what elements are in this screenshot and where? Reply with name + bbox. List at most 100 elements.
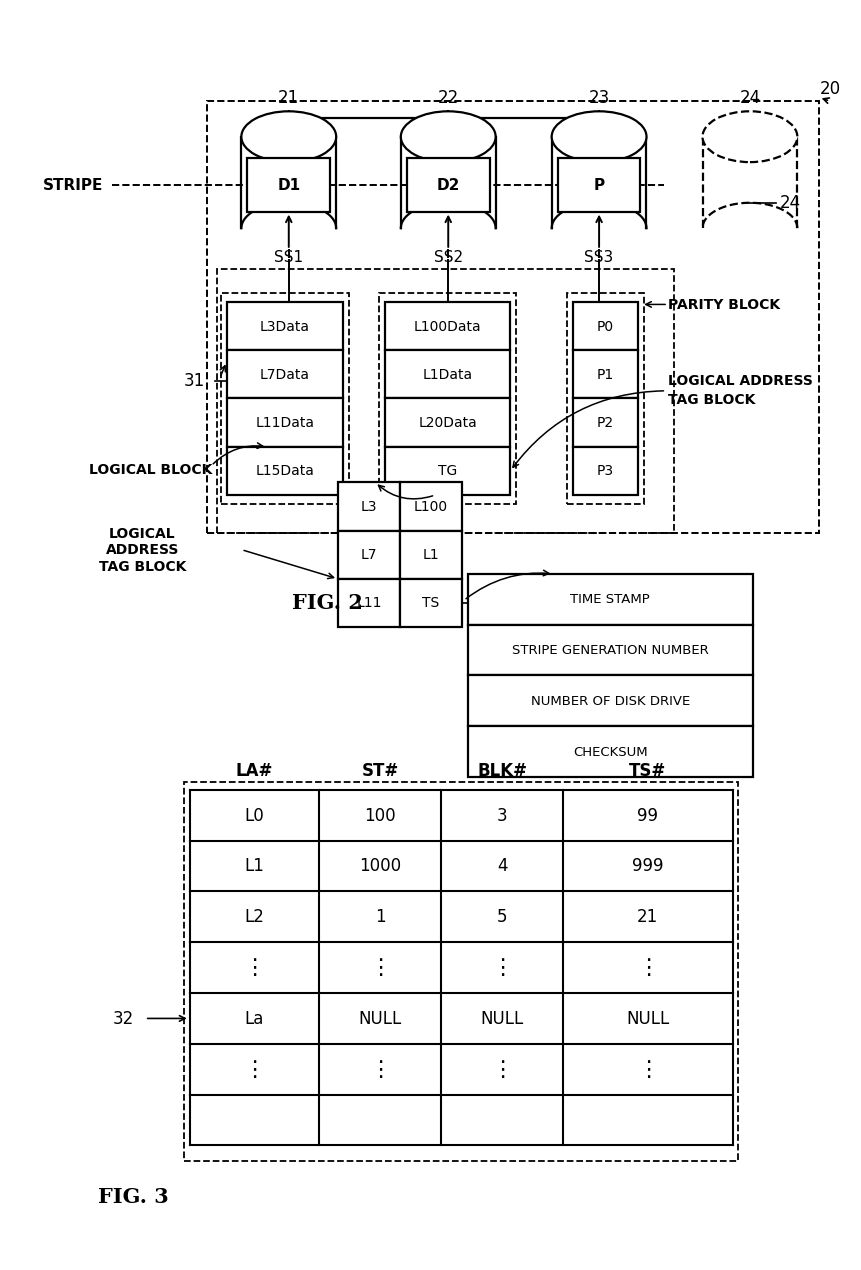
Text: 24: 24 bbox=[779, 194, 801, 212]
Bar bbox=[379, 293, 516, 504]
Text: L7: L7 bbox=[360, 547, 377, 563]
Text: SS2: SS2 bbox=[433, 250, 462, 265]
Text: BLK#: BLK# bbox=[476, 762, 527, 780]
Bar bbox=[468, 574, 752, 625]
Bar bbox=[573, 447, 637, 495]
Bar bbox=[247, 159, 330, 212]
Text: ADDRESS: ADDRESS bbox=[105, 542, 179, 558]
Bar bbox=[567, 293, 643, 504]
Text: 24: 24 bbox=[739, 89, 759, 107]
Text: L20Data: L20Data bbox=[418, 415, 477, 431]
Text: L100: L100 bbox=[413, 499, 448, 514]
Text: L1: L1 bbox=[422, 547, 439, 563]
Bar bbox=[226, 399, 343, 447]
Text: ST#: ST# bbox=[361, 762, 399, 780]
Bar bbox=[338, 531, 400, 579]
Ellipse shape bbox=[551, 112, 646, 163]
Text: TAG BLOCK: TAG BLOCK bbox=[667, 392, 754, 408]
Text: 999: 999 bbox=[631, 857, 663, 875]
Text: L1: L1 bbox=[244, 857, 264, 875]
Text: ⋮: ⋮ bbox=[243, 1059, 265, 1080]
Text: ⋮: ⋮ bbox=[491, 1059, 512, 1080]
Text: La: La bbox=[245, 1010, 263, 1027]
Text: P3: P3 bbox=[597, 464, 613, 479]
Bar bbox=[226, 302, 343, 351]
Text: LA#: LA# bbox=[235, 762, 273, 780]
Bar bbox=[573, 302, 637, 351]
Text: 31: 31 bbox=[183, 372, 205, 390]
Text: 21: 21 bbox=[636, 908, 658, 926]
Bar bbox=[468, 625, 752, 676]
Text: NULL: NULL bbox=[480, 1010, 523, 1027]
Bar bbox=[385, 399, 510, 447]
Bar bbox=[400, 579, 461, 627]
Bar bbox=[406, 159, 489, 212]
Bar bbox=[338, 579, 400, 627]
Text: 99: 99 bbox=[636, 806, 658, 824]
Text: STRIPE GENERATION NUMBER: STRIPE GENERATION NUMBER bbox=[511, 644, 708, 657]
Bar bbox=[400, 483, 461, 531]
Text: P1: P1 bbox=[596, 367, 614, 382]
Ellipse shape bbox=[400, 112, 495, 163]
Bar bbox=[385, 447, 510, 495]
Bar bbox=[217, 269, 673, 533]
Text: ⋮: ⋮ bbox=[636, 1059, 658, 1080]
Text: 5: 5 bbox=[496, 908, 507, 926]
Bar bbox=[385, 351, 510, 399]
Text: 20: 20 bbox=[819, 80, 839, 98]
Text: FIG. 3: FIG. 3 bbox=[98, 1186, 169, 1206]
Text: 32: 32 bbox=[112, 1010, 133, 1027]
Text: TIME STAMP: TIME STAMP bbox=[570, 593, 649, 606]
Text: ⋮: ⋮ bbox=[243, 958, 265, 978]
Bar bbox=[557, 159, 640, 212]
Ellipse shape bbox=[702, 112, 796, 163]
Text: NUMBER OF DISK DRIVE: NUMBER OF DISK DRIVE bbox=[530, 695, 689, 707]
Ellipse shape bbox=[241, 112, 336, 163]
Text: ⋮: ⋮ bbox=[369, 1059, 391, 1080]
Text: LOGICAL: LOGICAL bbox=[108, 526, 176, 541]
Text: SS3: SS3 bbox=[584, 250, 613, 265]
Text: 21: 21 bbox=[278, 89, 299, 107]
Text: CHECKSUM: CHECKSUM bbox=[573, 745, 647, 758]
Text: 1000: 1000 bbox=[359, 857, 400, 875]
Text: ⋮: ⋮ bbox=[491, 958, 512, 978]
Bar bbox=[385, 302, 510, 351]
Text: LOGICAL BLOCK: LOGICAL BLOCK bbox=[89, 462, 213, 478]
Text: L3Data: L3Data bbox=[259, 319, 310, 334]
Text: 4: 4 bbox=[496, 857, 507, 875]
Text: D2: D2 bbox=[436, 178, 460, 193]
Text: D1: D1 bbox=[276, 182, 301, 199]
Text: STRIPE: STRIPE bbox=[43, 178, 103, 193]
Bar bbox=[207, 102, 818, 533]
Bar bbox=[573, 399, 637, 447]
Text: SS1: SS1 bbox=[274, 250, 303, 265]
Bar bbox=[400, 531, 461, 579]
Text: PARITY BLOCK: PARITY BLOCK bbox=[667, 297, 779, 312]
Text: 3: 3 bbox=[496, 806, 507, 824]
Text: 1: 1 bbox=[375, 908, 385, 926]
Bar bbox=[468, 726, 752, 777]
Text: LOGICAL ADDRESS: LOGICAL ADDRESS bbox=[667, 373, 812, 389]
Bar bbox=[220, 293, 349, 504]
Text: L7Data: L7Data bbox=[259, 367, 310, 382]
Bar bbox=[226, 351, 343, 399]
Bar bbox=[573, 351, 637, 399]
Text: L2: L2 bbox=[244, 908, 264, 926]
Text: TS: TS bbox=[422, 596, 439, 611]
Text: P: P bbox=[592, 182, 604, 199]
Bar bbox=[338, 483, 400, 531]
Text: NULL: NULL bbox=[625, 1010, 669, 1027]
Text: ⋮: ⋮ bbox=[369, 958, 391, 978]
Text: D2: D2 bbox=[435, 182, 461, 199]
Text: ⋮: ⋮ bbox=[636, 958, 658, 978]
Text: 22: 22 bbox=[437, 89, 458, 107]
Text: L0: L0 bbox=[245, 806, 263, 824]
Text: 100: 100 bbox=[364, 806, 395, 824]
Text: L11: L11 bbox=[356, 596, 381, 611]
Text: TS#: TS# bbox=[629, 762, 666, 780]
Text: P: P bbox=[593, 178, 604, 193]
Text: L100Data: L100Data bbox=[413, 319, 481, 334]
Text: L11Data: L11Data bbox=[255, 415, 314, 431]
Bar bbox=[184, 782, 737, 1161]
Text: TG: TG bbox=[437, 464, 457, 479]
